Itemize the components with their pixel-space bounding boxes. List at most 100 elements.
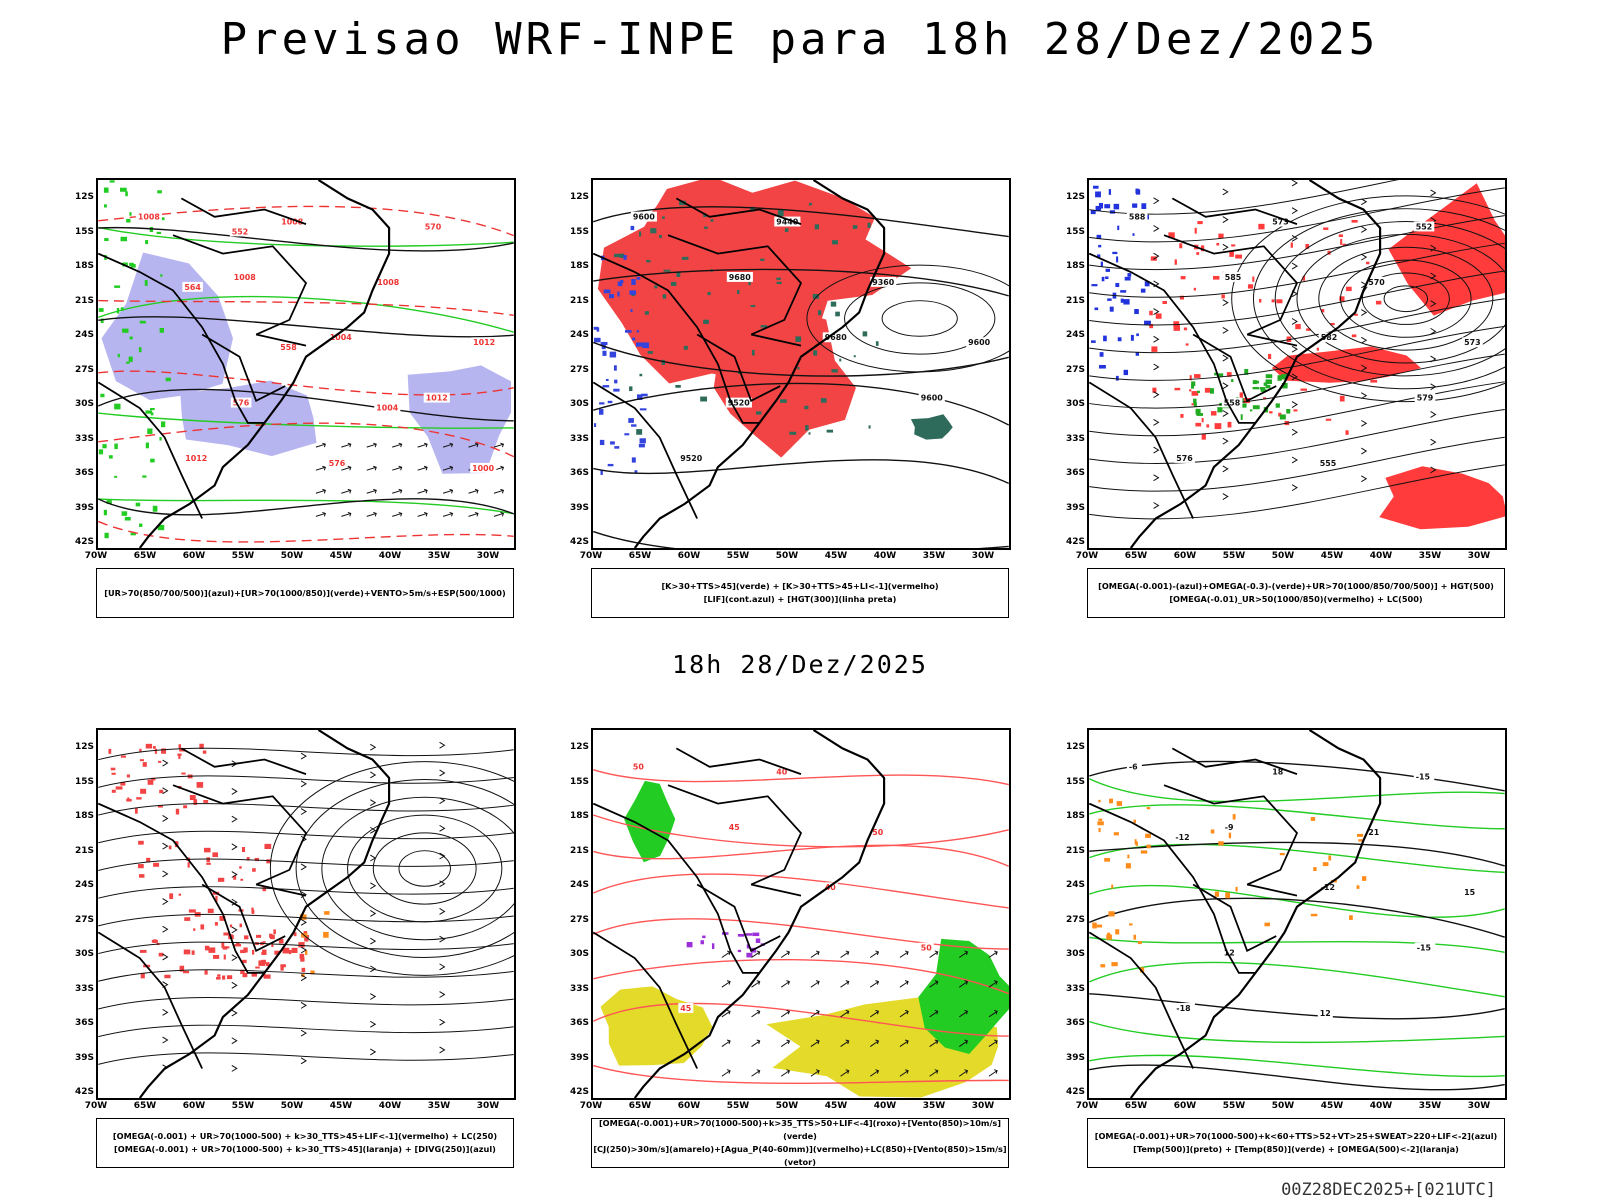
lat-tick-label: 18S [569,811,589,821]
contour-label: -9 [1225,823,1234,832]
streamline [1089,353,1505,409]
lon-tick-label: 60W [1173,551,1197,561]
rain-cell [1168,232,1175,239]
contour-label: 9360 [872,278,895,287]
wind-vector [392,488,403,494]
contour-label: 12 [1320,1009,1331,1018]
streamline-arrow [1361,253,1368,261]
lon-tick-label: 45W [1320,551,1344,561]
omega500-cell [1279,852,1285,856]
legend-line: [CJ(250)>30m/s](amarelo)+[Agua_P(40-60mm… [593,1144,1007,1167]
omega-cell [1095,205,1102,212]
lat-tick-label: 42S [74,537,94,547]
country-border [1246,883,1298,897]
lat-tick-label: 24S [74,880,94,890]
wind-vector [442,511,454,517]
humidity-low-cell [120,187,127,192]
storm-cell [188,909,196,913]
lat-tick-label: 36S [74,468,94,478]
humidity-low-cell [103,509,107,516]
isobar-contour [1318,246,1494,351]
isobar-contour [295,778,514,958]
wind-vector [721,1069,731,1077]
rain-cell [1149,310,1153,316]
storm-cell [240,969,245,975]
precipitable-water-contour [593,814,1009,848]
instability-cell [777,210,784,217]
storm-cell [204,847,211,853]
isobar-contour [1340,259,1472,338]
country-border [255,333,307,347]
rain-cell [1340,239,1343,245]
omega-strong-cell [1196,413,1204,416]
forecast-map [98,730,514,1098]
instability-cell [862,331,868,337]
instability-cell [737,371,742,374]
lat-tick-label: 36S [1065,468,1085,478]
lon-tick-label: 30W [971,1101,995,1111]
humidity-low-cell [152,505,158,512]
lon-tick-label: 50W [775,551,799,561]
omega-cell [1098,202,1104,209]
instability-cell [681,256,689,260]
humidity-low-cell [114,443,118,450]
omega500-cell [1214,891,1220,897]
instability-cell [683,345,688,350]
temp500-contour [1089,897,1505,938]
contour-label-bg [278,342,299,353]
instability-cell [839,358,842,362]
rain-cell [1323,227,1329,230]
storm-cell [184,917,191,921]
isobar-contour [1253,208,1505,390]
contour-label-bg [375,276,402,287]
streamline-arrow [162,842,169,850]
wind-vector [442,442,454,448]
subtitle: 18h 28/Dez/2025 [672,650,928,679]
lat-tick-label: 27S [569,364,589,375]
storm-cell [242,972,248,978]
wind-vector [959,1009,969,1018]
streamline-arrow [370,743,377,751]
lon-tick-label: 45W [824,1101,848,1111]
storm-cell [178,893,182,896]
contour-label: 573 [1464,338,1481,347]
omega-strong-cell [1191,384,1195,389]
streamline-arrow [1153,363,1160,371]
lat-tick-label: 27S [1065,914,1085,925]
instability-cell [852,225,858,229]
streamline-arrow [1222,326,1229,334]
humidity-low-cell [139,320,146,324]
omega-cell [1096,234,1102,240]
streamline [1089,436,1505,492]
isobar-contour [1231,195,1505,403]
forecast-map: 588 585 582 579 576 573 570 573 558 555 552 [1089,180,1505,548]
storm-cell [111,789,116,793]
lon-tick-label: 45W [329,1101,353,1111]
coastline [138,730,391,1098]
lat-tick-label: 15S [569,776,589,787]
storm-cell-orange [310,970,315,975]
storm-cell [243,947,248,953]
omega-cell [1132,233,1135,236]
contour-label-bg [822,882,838,893]
storm-cell [251,949,255,955]
wind-vector [341,442,352,448]
legend-line: [OMEGA(-0.001) + UR>70(1000-500) + k>30_… [112,1131,498,1141]
instability-cell [832,240,838,245]
hgt300-contour [593,206,1009,238]
contour-label: 552 [232,227,249,236]
map-frame: 1008 1008 1004 1012 1012 1008 1008 1012 576 576 57… [96,178,516,550]
lon-tick-label: 50W [775,1101,799,1111]
lifted-index-cell [594,337,601,343]
streamline-arrow [1430,189,1437,197]
instability-cell [679,200,686,206]
contour-label: 558 [280,343,297,352]
contour-label-bg [1462,887,1478,898]
wind-vector [493,488,505,494]
omega-cell [1093,185,1099,189]
hgt300-contour [593,341,1009,377]
storm-cell [240,878,244,881]
instability-cell [818,310,822,316]
instability-cell [814,224,820,230]
lat-tick-label: 15S [74,226,94,237]
